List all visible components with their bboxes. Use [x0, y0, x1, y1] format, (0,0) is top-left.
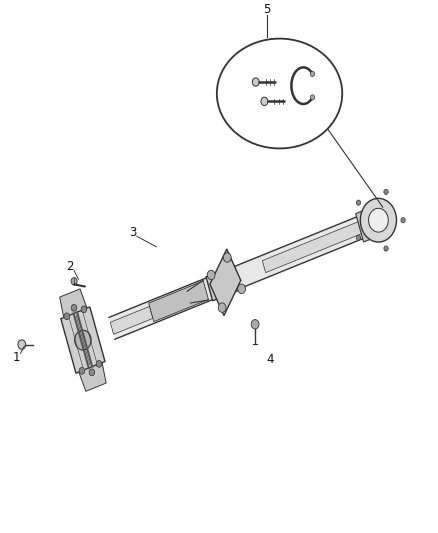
Circle shape — [252, 78, 259, 86]
Circle shape — [81, 306, 87, 313]
Circle shape — [261, 97, 268, 106]
Text: 2: 2 — [66, 260, 74, 272]
Circle shape — [96, 360, 102, 367]
Circle shape — [71, 278, 77, 285]
Polygon shape — [210, 249, 241, 316]
Circle shape — [384, 189, 388, 195]
Circle shape — [310, 95, 314, 100]
Polygon shape — [79, 362, 106, 391]
Ellipse shape — [368, 208, 388, 232]
Polygon shape — [262, 211, 389, 273]
Circle shape — [357, 200, 360, 205]
Polygon shape — [61, 307, 105, 373]
Text: 4: 4 — [266, 353, 273, 366]
Polygon shape — [148, 281, 208, 321]
Text: 1: 1 — [13, 351, 20, 364]
Polygon shape — [109, 206, 390, 339]
Text: 5: 5 — [263, 3, 270, 17]
Circle shape — [64, 313, 70, 320]
Circle shape — [401, 217, 405, 223]
Circle shape — [71, 304, 77, 311]
Ellipse shape — [75, 330, 91, 350]
Circle shape — [251, 320, 259, 329]
Circle shape — [18, 340, 26, 349]
Circle shape — [79, 367, 85, 374]
Polygon shape — [60, 289, 87, 318]
Circle shape — [238, 284, 246, 294]
Polygon shape — [356, 204, 388, 242]
Circle shape — [207, 270, 215, 280]
Circle shape — [384, 246, 388, 251]
Text: 3: 3 — [129, 225, 136, 239]
Circle shape — [310, 71, 314, 77]
Polygon shape — [110, 306, 153, 334]
Circle shape — [357, 235, 360, 240]
Circle shape — [218, 303, 226, 312]
Ellipse shape — [360, 198, 396, 242]
Circle shape — [89, 369, 95, 376]
Polygon shape — [206, 266, 240, 301]
Ellipse shape — [217, 38, 342, 148]
Circle shape — [223, 253, 231, 262]
